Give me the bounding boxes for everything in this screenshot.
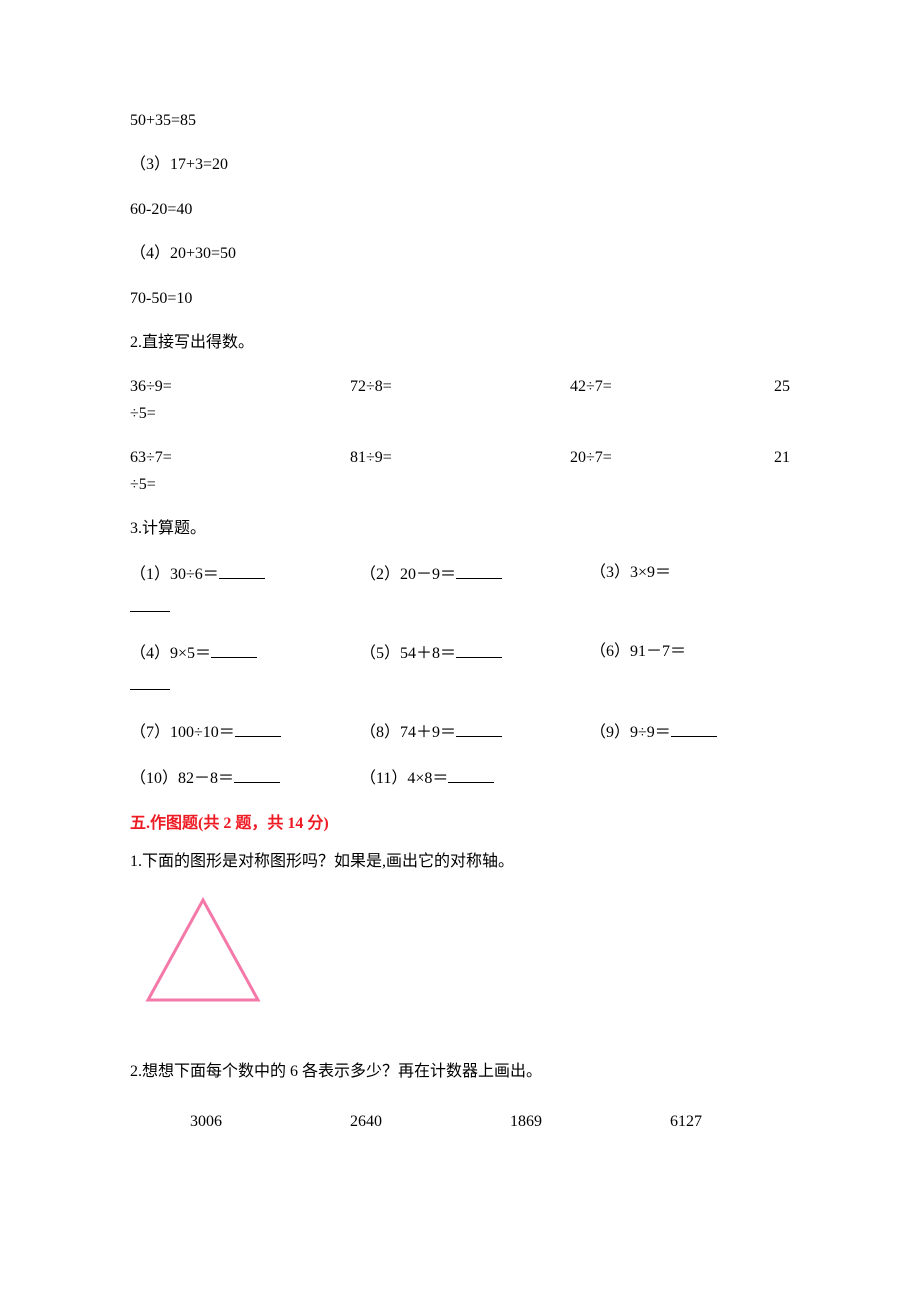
q3-expr: （6）91－7＝	[590, 643, 686, 660]
equation-line: 50+35=85	[130, 110, 790, 132]
q2-cell: 63÷7=	[130, 447, 350, 469]
answer-blank	[219, 562, 265, 579]
q3-item: （2）20－9＝	[360, 562, 590, 586]
q3-row: （4）9×5＝ （5）54＋8＝ （6）91－7＝	[130, 641, 790, 665]
q3-item: （10）82－8＝	[130, 766, 360, 790]
q3-item: （5）54＋8＝	[360, 641, 590, 665]
s5-q1: 1.下面的图形是对称图形吗？如果是,画出它的对称轴。	[130, 851, 790, 873]
q3-item: （11）4×8＝	[360, 766, 590, 790]
triangle-shape	[148, 900, 258, 1000]
q3-row: （10）82－8＝ （11）4×8＝	[130, 766, 790, 790]
q3-trailing-blank	[130, 595, 790, 619]
q2-cell: 72÷8=	[350, 376, 570, 398]
answer-blank	[211, 641, 257, 658]
q3-item: （6）91－7＝	[590, 641, 790, 665]
q3-item: （3）3×9＝	[590, 562, 790, 586]
q3-row: （7）100÷10＝ （8）74＋9＝ （9）9÷9＝	[130, 720, 790, 744]
answer-blank	[130, 595, 170, 612]
q3-expr: （2）20－9＝	[360, 566, 456, 583]
q3-expr: （9）9÷9＝	[590, 724, 671, 741]
answer-blank	[235, 720, 281, 737]
equation-line: 70-50=10	[130, 288, 790, 310]
s5-number-row: 3006 2640 1869 6127	[130, 1111, 790, 1133]
answer-blank	[456, 562, 502, 579]
section-5-heading: 五.作图题(共 2 题，共 14 分)	[130, 813, 790, 835]
s5-number: 3006	[130, 1111, 310, 1133]
q3-item: （9）9÷9＝	[590, 720, 790, 744]
q3-expr: （5）54＋8＝	[360, 645, 456, 662]
answer-blank	[456, 641, 502, 658]
q2-title: 2.直接写出得数。	[130, 332, 790, 354]
page-content: 50+35=85 （3）17+3=20 60-20=40 （4）20+30=50…	[0, 0, 920, 1204]
answer-blank	[234, 766, 280, 783]
q2-cell: 36÷9=	[130, 376, 350, 398]
q3-expr: （7）100÷10＝	[130, 724, 235, 741]
q2-cell: 20÷7=	[570, 447, 760, 469]
s5-q2: 2.想想下面每个数中的 6 各表示多少？再在计数器上画出。	[130, 1061, 790, 1083]
q3-expr: （11）4×8＝	[360, 770, 448, 787]
answer-blank	[130, 673, 170, 690]
triangle-icon	[138, 895, 268, 1005]
q3-item: （4）9×5＝	[130, 641, 360, 665]
q2-wrap: ÷5=	[130, 403, 790, 425]
q3-row: （1）30÷6＝ （2）20－9＝ （3）3×9＝	[130, 562, 790, 586]
q2-cell: 42÷7=	[570, 376, 760, 398]
q3-expr: （8）74＋9＝	[360, 724, 456, 741]
q3-expr: （1）30÷6＝	[130, 566, 219, 583]
q3-trailing-blank	[130, 673, 790, 697]
q2-wrap: ÷5=	[130, 474, 790, 496]
triangle-figure	[138, 895, 790, 1012]
q3-item: （1）30÷6＝	[130, 562, 360, 586]
q3-expr: （10）82－8＝	[130, 770, 234, 787]
q3-title: 3.计算题。	[130, 518, 790, 540]
equation-line: （4）20+30=50	[130, 243, 790, 265]
equation-line: （3）17+3=20	[130, 154, 790, 176]
q3-item: （8）74＋9＝	[360, 720, 590, 744]
q2-row: 63÷7= 81÷9= 20÷7= 21	[130, 447, 790, 469]
q2-cell: 25	[760, 376, 790, 398]
answer-blank	[456, 720, 502, 737]
q3-item: （7）100÷10＝	[130, 720, 360, 744]
answer-blank	[448, 766, 494, 783]
answer-blank	[671, 720, 717, 737]
q3-expr: （3）3×9＝	[590, 564, 671, 581]
equation-line: 60-20=40	[130, 199, 790, 221]
s5-number: 6127	[630, 1111, 790, 1133]
q2-row: 36÷9= 72÷8= 42÷7= 25	[130, 376, 790, 398]
s5-number: 1869	[470, 1111, 630, 1133]
q2-cell: 21	[760, 447, 790, 469]
s5-number: 2640	[310, 1111, 470, 1133]
q2-cell: 81÷9=	[350, 447, 570, 469]
q3-expr: （4）9×5＝	[130, 645, 211, 662]
